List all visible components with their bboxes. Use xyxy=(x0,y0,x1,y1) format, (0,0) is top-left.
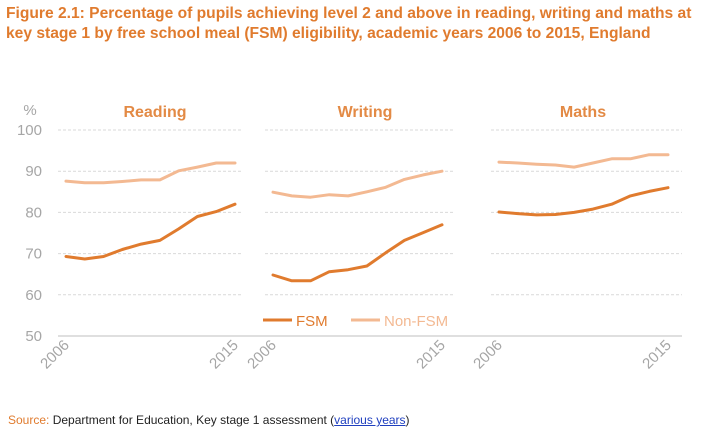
y-tick-label: 80 xyxy=(25,204,42,221)
series-line-writing-fsm xyxy=(271,223,444,283)
series-line-reading-fsm xyxy=(64,202,237,261)
x-tick-label: 2006 xyxy=(470,337,506,373)
y-axis-ticks: 50 60 70 80 90 100 xyxy=(17,122,42,345)
y-axis-unit-label: % xyxy=(23,102,36,119)
x-tick-label: 2015 xyxy=(413,337,449,373)
y-tick-label: 90 xyxy=(25,163,42,180)
source-label: Source: xyxy=(8,413,50,427)
source-close: ) xyxy=(405,413,410,427)
panel-title-writing: Writing xyxy=(338,104,393,121)
x-tick-label: 2006 xyxy=(244,337,280,373)
x-axis-ticks: 2006 2015 2006 2015 2006 2015 xyxy=(37,337,675,373)
y-tick-label: 60 xyxy=(25,287,42,304)
y-tick-label: 50 xyxy=(25,328,42,345)
legend: FSM Non-FSM xyxy=(263,313,448,330)
series-line-maths-fsm xyxy=(497,186,670,217)
y-tick-label: 100 xyxy=(17,122,42,139)
panel-title-maths: Maths xyxy=(560,104,606,121)
series-line-writing-non-fsm xyxy=(271,169,444,199)
source-note: Source: Department for Education, Key st… xyxy=(8,413,410,427)
panel-titles: Reading Writing Maths xyxy=(123,104,606,121)
series-lines xyxy=(64,153,670,283)
chart-title: Figure 2.1: Percentage of pupils achievi… xyxy=(6,5,692,42)
source-text: Department for Education, Key stage 1 as… xyxy=(49,413,335,427)
legend-nonfsm-label: Non-FSM xyxy=(384,313,448,330)
series-line-reading-non-fsm xyxy=(64,161,237,185)
legend-fsm-label: FSM xyxy=(296,313,328,330)
source-link[interactable]: various years xyxy=(334,413,406,427)
series-line-maths-non-fsm xyxy=(497,153,670,169)
x-tick-label: 2015 xyxy=(639,337,675,373)
gridlines xyxy=(58,129,682,296)
x-tick-label: 2015 xyxy=(206,337,242,373)
y-tick-label: 70 xyxy=(25,246,42,263)
panel-title-reading: Reading xyxy=(123,104,186,121)
x-tick-label: 2006 xyxy=(37,337,73,373)
